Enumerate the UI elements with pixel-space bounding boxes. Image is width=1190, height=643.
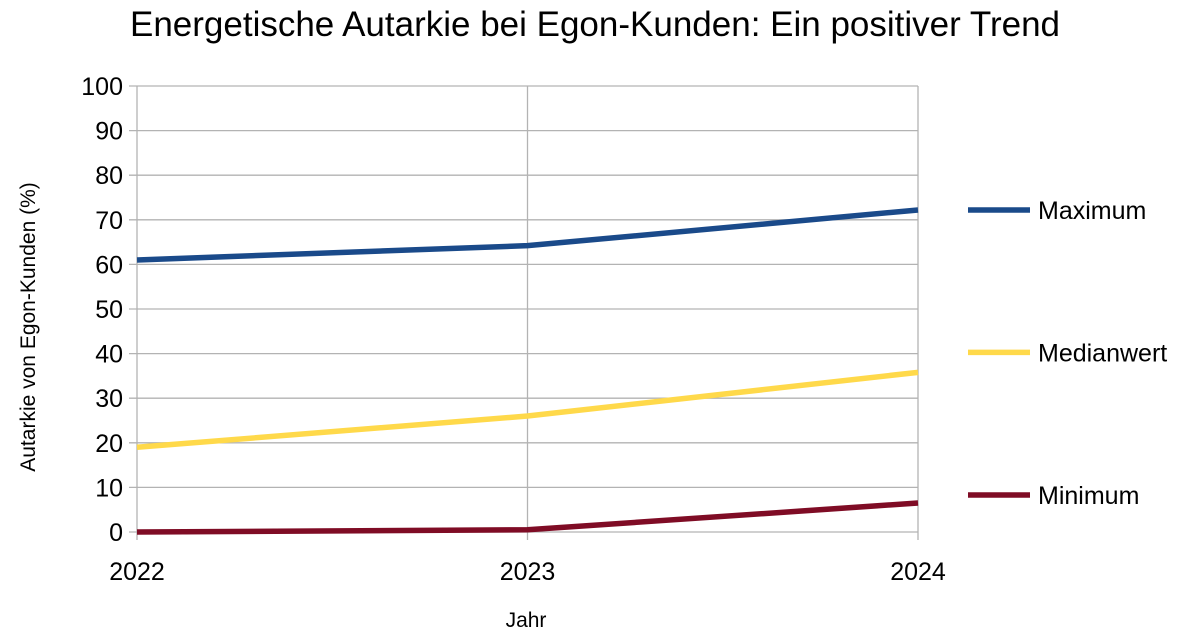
y-tick-label: 0: [109, 519, 123, 547]
y-axis-ticks: 0 10 20 30 40 50 60 70 80 90 100: [81, 73, 123, 547]
x-axis-title: Jahr: [506, 609, 547, 632]
chart-title: Energetische Autarkie bei Egon-Kunden: E…: [130, 5, 1060, 44]
y-tick-label: 100: [81, 73, 123, 101]
grid: [129, 85, 919, 540]
y-tick-label: 50: [95, 296, 123, 324]
y-tick-label: 90: [95, 118, 123, 146]
series-lines: [136, 207, 919, 535]
x-tick-label: 2023: [500, 558, 556, 586]
y-tick-label: 60: [95, 251, 123, 279]
x-tick-label: 2024: [890, 558, 946, 586]
legend-label-medianwert: Medianwert: [1038, 339, 1167, 367]
y-tick-label: 70: [95, 207, 123, 235]
y-axis-title: Autarkie von Egon-Kunden (%): [17, 182, 40, 472]
y-tick-label: 40: [95, 341, 123, 369]
legend: Maximum Medianwert Minimum: [968, 197, 1167, 510]
legend-label-minimum: Minimum: [1038, 482, 1139, 510]
legend-label-maximum: Maximum: [1038, 197, 1146, 225]
y-tick-label: 20: [95, 430, 123, 458]
x-axis-ticks: 2022 2023 2024: [109, 558, 946, 586]
y-tick-label: 10: [95, 474, 123, 502]
y-tick-label: 80: [95, 162, 123, 190]
x-tick-label: 2022: [109, 558, 165, 586]
y-tick-label: 30: [95, 385, 123, 413]
